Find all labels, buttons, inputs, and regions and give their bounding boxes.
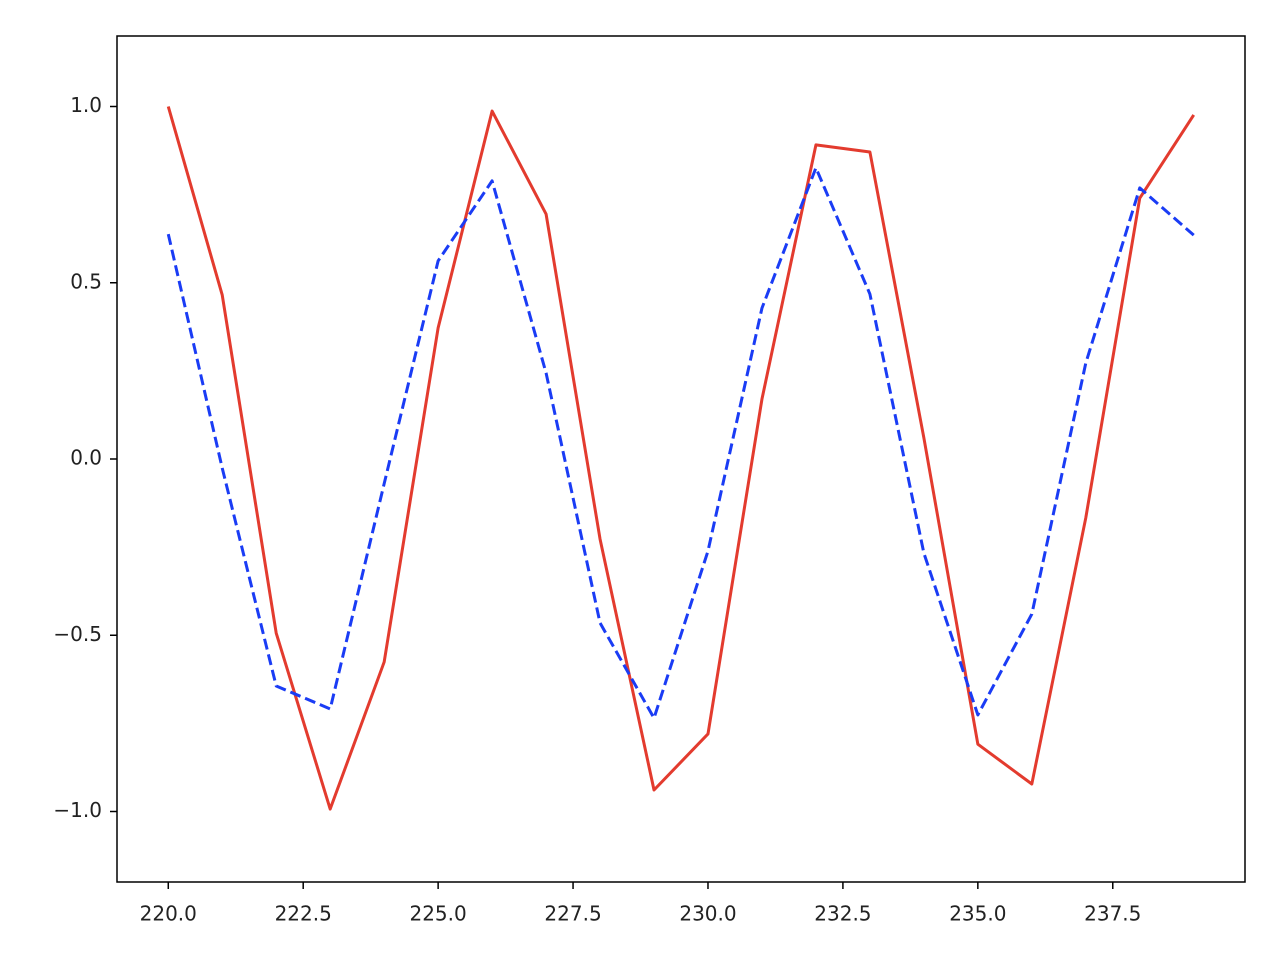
x-tick-label: 230.0 — [679, 902, 736, 926]
x-tick-label: 232.5 — [814, 902, 871, 926]
y-tick-label: 0.0 — [70, 446, 102, 470]
plot-frame — [116, 35, 1246, 883]
x-tick-label: 237.5 — [1084, 902, 1141, 926]
y-tick-label: −0.5 — [53, 622, 102, 646]
y-tick-label: 1.0 — [70, 93, 102, 117]
x-tick-label: 227.5 — [544, 902, 601, 926]
x-tick-label: 225.0 — [409, 902, 466, 926]
x-tick-label: 220.0 — [140, 902, 197, 926]
x-tick-label: 235.0 — [949, 902, 1006, 926]
line-series — [166, 166, 1195, 720]
x-tick-label: 222.5 — [275, 902, 332, 926]
line-series — [166, 106, 1195, 811]
y-tick-label: −1.0 — [53, 798, 102, 822]
y-tick-label: 0.5 — [70, 269, 102, 293]
